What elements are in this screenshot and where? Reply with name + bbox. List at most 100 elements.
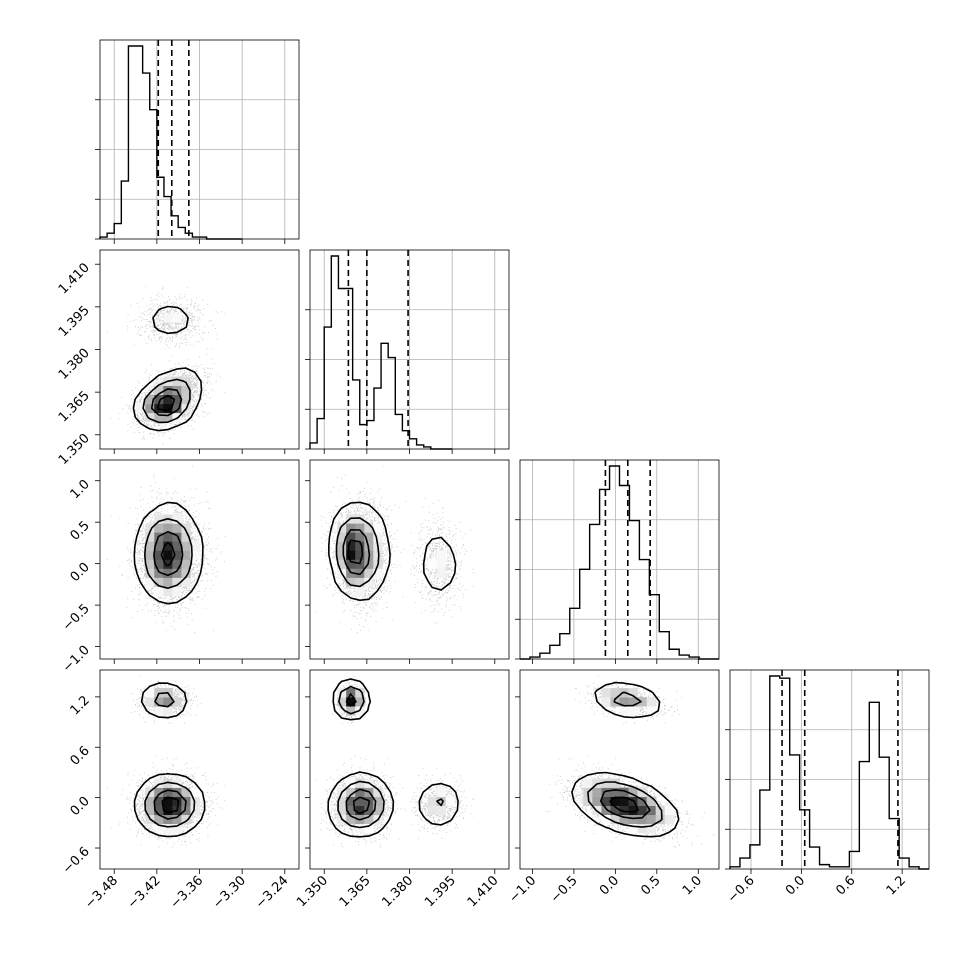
density-layer <box>546 675 715 848</box>
density-cell <box>145 541 155 551</box>
density-cell <box>427 805 437 816</box>
density-cell <box>145 523 155 533</box>
contour-line <box>150 388 183 417</box>
density-cell <box>172 559 182 569</box>
contour-line <box>142 378 191 424</box>
contour-line <box>144 692 196 828</box>
density-cell <box>346 577 356 587</box>
density-cell <box>163 505 173 515</box>
x-tick-label: 1.0 <box>680 873 705 898</box>
density-cell <box>145 577 155 587</box>
density-cell <box>163 385 173 396</box>
density-cell <box>154 805 164 816</box>
density-cell <box>163 412 173 423</box>
density-cell <box>145 559 155 569</box>
density-cell <box>163 394 173 405</box>
density-cell <box>610 778 620 788</box>
density-cell <box>145 532 155 542</box>
density-cell <box>163 403 173 414</box>
density-cell <box>646 805 656 816</box>
density-cell <box>646 823 656 834</box>
density-cell <box>154 778 164 788</box>
y-tick-label: 0.0 <box>68 560 93 585</box>
contour-line <box>347 539 364 565</box>
x-tick-label: 1.395 <box>422 873 459 910</box>
density-cell <box>355 541 365 551</box>
density-cell <box>154 568 164 578</box>
x-tick-label: 0.5 <box>638 873 663 898</box>
y-tick-label: 1.0 <box>68 477 93 502</box>
density-cell <box>373 568 383 578</box>
density-cell <box>172 814 182 825</box>
x-tick-label: 1.380 <box>379 873 416 910</box>
x-tick-label: −1.0 <box>506 873 539 906</box>
scatter-panel-1-3 <box>95 459 300 664</box>
density-cell <box>346 787 356 797</box>
density-cell <box>145 568 155 578</box>
density-cell <box>355 805 365 816</box>
y-tick-label: 0.0 <box>68 794 93 819</box>
density-cell <box>172 550 182 560</box>
density-cell <box>346 697 356 707</box>
density-cell <box>163 778 173 788</box>
density-cell <box>172 796 182 806</box>
density-cell <box>154 412 164 423</box>
density-cell <box>154 541 164 551</box>
density-cell <box>163 697 173 707</box>
density-cell <box>163 706 173 716</box>
x-tick-label: −0.6 <box>725 873 758 906</box>
density-cell <box>337 805 347 816</box>
density-cell <box>154 385 164 396</box>
density-cell <box>181 385 191 396</box>
density-cell <box>172 313 182 323</box>
x-tick-label: −3.48 <box>82 873 121 912</box>
density-cell <box>346 532 356 542</box>
y-tick-label: 1.380 <box>56 346 93 383</box>
density-cell <box>373 796 383 806</box>
density-cell <box>373 532 383 542</box>
x-tick-label: 1.365 <box>337 873 374 910</box>
density-cell <box>145 796 155 806</box>
y-tick-label: 1.365 <box>56 388 93 425</box>
density-cell <box>364 805 374 816</box>
density-cell <box>163 577 173 587</box>
density-cell <box>145 394 155 405</box>
density-layer <box>106 286 226 445</box>
density-cell <box>163 550 173 560</box>
x-tick-label: −3.24 <box>253 873 292 912</box>
density-cell <box>601 787 611 797</box>
hist-step <box>729 675 929 870</box>
density-cell <box>355 778 365 788</box>
density-cell <box>346 541 356 551</box>
density-cell <box>637 814 647 825</box>
density-cell <box>637 796 647 806</box>
density-cell <box>355 514 365 524</box>
density-cell <box>619 796 629 806</box>
contour-line <box>153 531 184 577</box>
density-cell <box>145 412 155 423</box>
x-tick-label: 0.6 <box>833 873 858 898</box>
density-cell <box>601 697 611 707</box>
hist-step <box>520 465 719 660</box>
density-cell <box>154 697 164 707</box>
density-cell <box>181 559 191 569</box>
density-cell <box>646 697 656 707</box>
density-cell <box>355 586 365 596</box>
density-cell <box>364 823 374 834</box>
density-cell <box>154 823 164 834</box>
scatter-panel-1-2 <box>95 249 300 454</box>
density-cell <box>337 523 347 533</box>
density-cell <box>583 778 593 788</box>
contour-line <box>144 518 193 589</box>
density-cell <box>364 532 374 542</box>
contour-line <box>337 685 444 829</box>
density-cell <box>337 559 347 569</box>
density-cell <box>355 550 365 560</box>
density-cell <box>601 778 611 788</box>
density-cell <box>346 805 356 816</box>
density-cell <box>637 787 647 797</box>
density-cell <box>445 796 456 806</box>
density-cell <box>628 697 638 707</box>
contour-line <box>133 682 206 838</box>
